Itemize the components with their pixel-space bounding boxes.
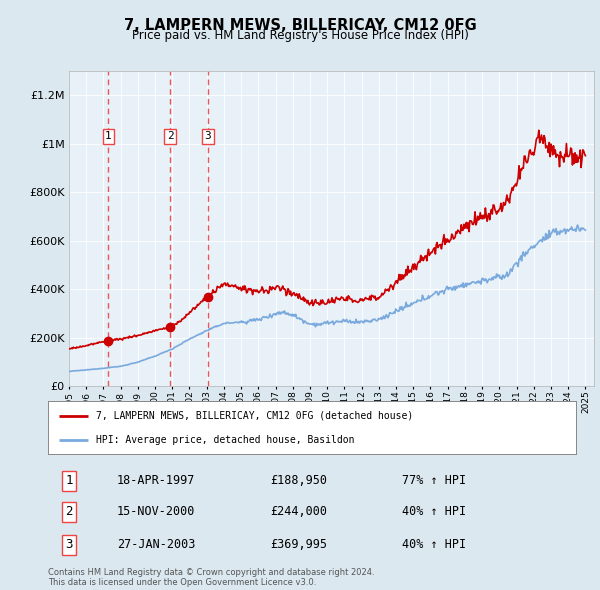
Text: £369,995: £369,995	[270, 538, 327, 552]
Text: 3: 3	[65, 538, 73, 552]
Text: 3: 3	[205, 132, 211, 142]
Text: £244,000: £244,000	[270, 505, 327, 519]
Text: 2: 2	[167, 132, 173, 142]
Text: Contains HM Land Registry data © Crown copyright and database right 2024.
This d: Contains HM Land Registry data © Crown c…	[48, 568, 374, 587]
Text: 40% ↑ HPI: 40% ↑ HPI	[402, 538, 466, 552]
Text: 77% ↑ HPI: 77% ↑ HPI	[402, 474, 466, 487]
Text: £188,950: £188,950	[270, 474, 327, 487]
Text: 1: 1	[105, 132, 112, 142]
Text: 27-JAN-2003: 27-JAN-2003	[116, 538, 195, 552]
Text: 7, LAMPERN MEWS, BILLERICAY, CM12 0FG (detached house): 7, LAMPERN MEWS, BILLERICAY, CM12 0FG (d…	[95, 411, 413, 421]
Text: 1: 1	[65, 474, 73, 487]
Text: 40% ↑ HPI: 40% ↑ HPI	[402, 505, 466, 519]
Text: 7, LAMPERN MEWS, BILLERICAY, CM12 0FG: 7, LAMPERN MEWS, BILLERICAY, CM12 0FG	[124, 18, 476, 32]
Text: 18-APR-1997: 18-APR-1997	[116, 474, 195, 487]
Text: 2: 2	[65, 505, 73, 519]
Text: 15-NOV-2000: 15-NOV-2000	[116, 505, 195, 519]
Text: Price paid vs. HM Land Registry's House Price Index (HPI): Price paid vs. HM Land Registry's House …	[131, 30, 469, 42]
Text: HPI: Average price, detached house, Basildon: HPI: Average price, detached house, Basi…	[95, 435, 354, 445]
